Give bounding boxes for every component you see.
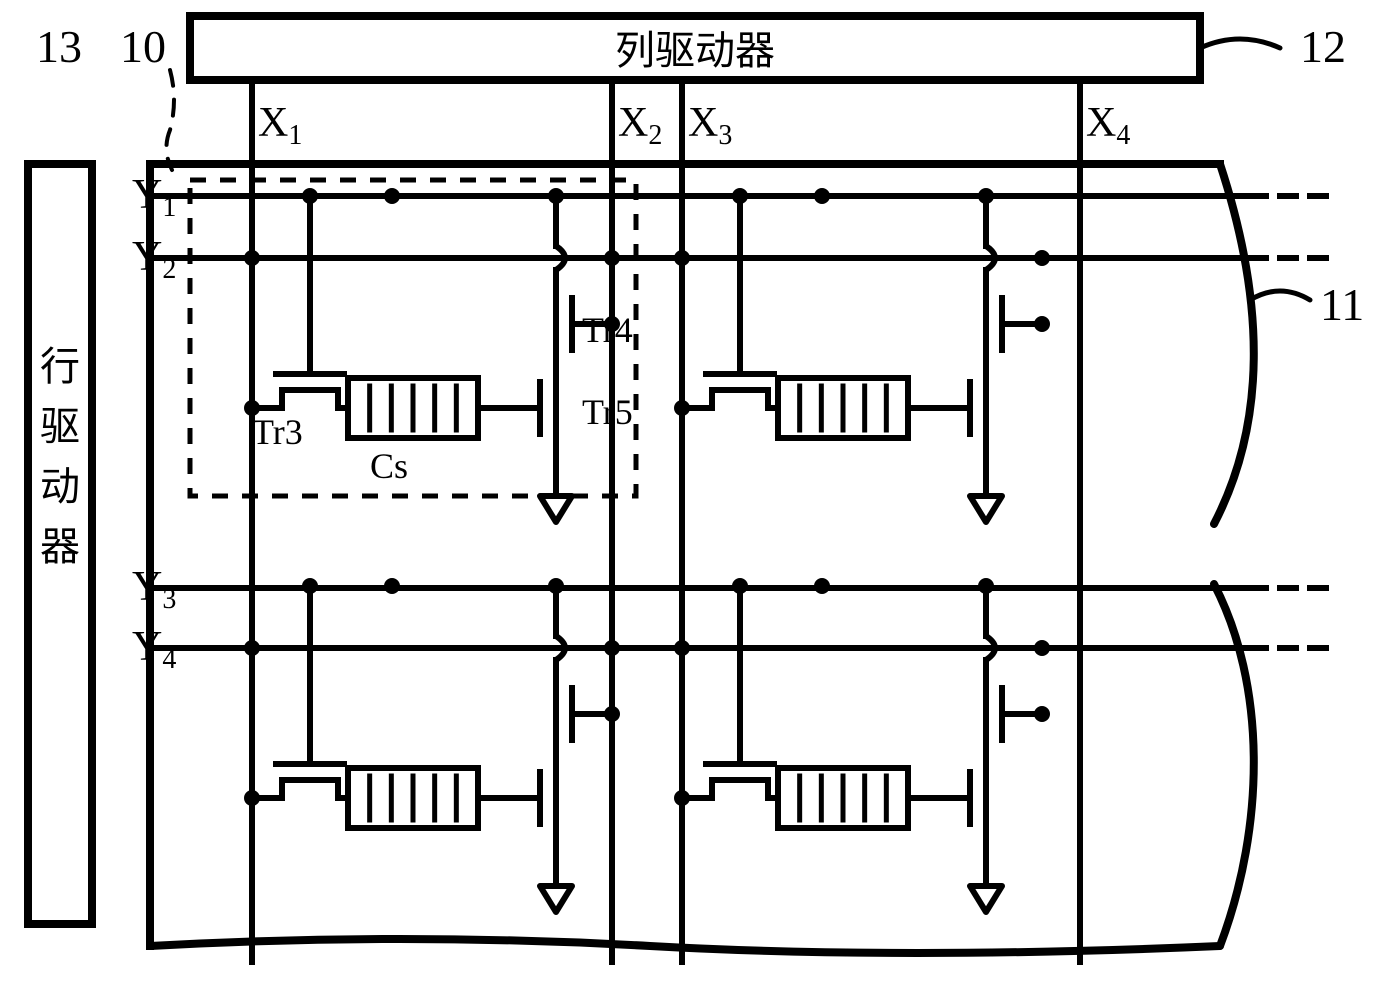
circuit-diagram: 列驱动器行驱动器 13 10 12 11 X1 X2 X3 X4 Y1 Y2 Y3 Y4 Tr3 Cs Tr4… xyxy=(0,0,1386,994)
Y1-label: Y1 xyxy=(132,172,176,223)
Y2-label: Y2 xyxy=(132,234,176,285)
ref-10: 10 xyxy=(120,21,166,72)
X4-label: X4 xyxy=(1086,100,1130,151)
row-driver-label: 驱 xyxy=(40,404,80,449)
tr5-label: Tr5 xyxy=(582,392,633,432)
column-driver-label: 列驱动器 xyxy=(615,28,775,73)
X1-label: X1 xyxy=(258,100,302,151)
X2-label: X2 xyxy=(618,100,662,151)
ref-11: 11 xyxy=(1320,279,1364,330)
Y3-label: Y3 xyxy=(132,564,176,615)
ref-13: 13 xyxy=(36,21,82,72)
row-driver-label: 行 xyxy=(40,344,80,389)
Y4-label: Y4 xyxy=(132,624,176,675)
row-driver-label: 器 xyxy=(40,524,80,569)
tr3-label: Tr3 xyxy=(252,412,303,452)
ref-12: 12 xyxy=(1300,21,1346,72)
tr4-label: Tr4 xyxy=(582,310,633,350)
X3-label: X3 xyxy=(688,100,732,151)
cs-label: Cs xyxy=(370,446,408,486)
row-driver-label: 动 xyxy=(40,464,80,509)
